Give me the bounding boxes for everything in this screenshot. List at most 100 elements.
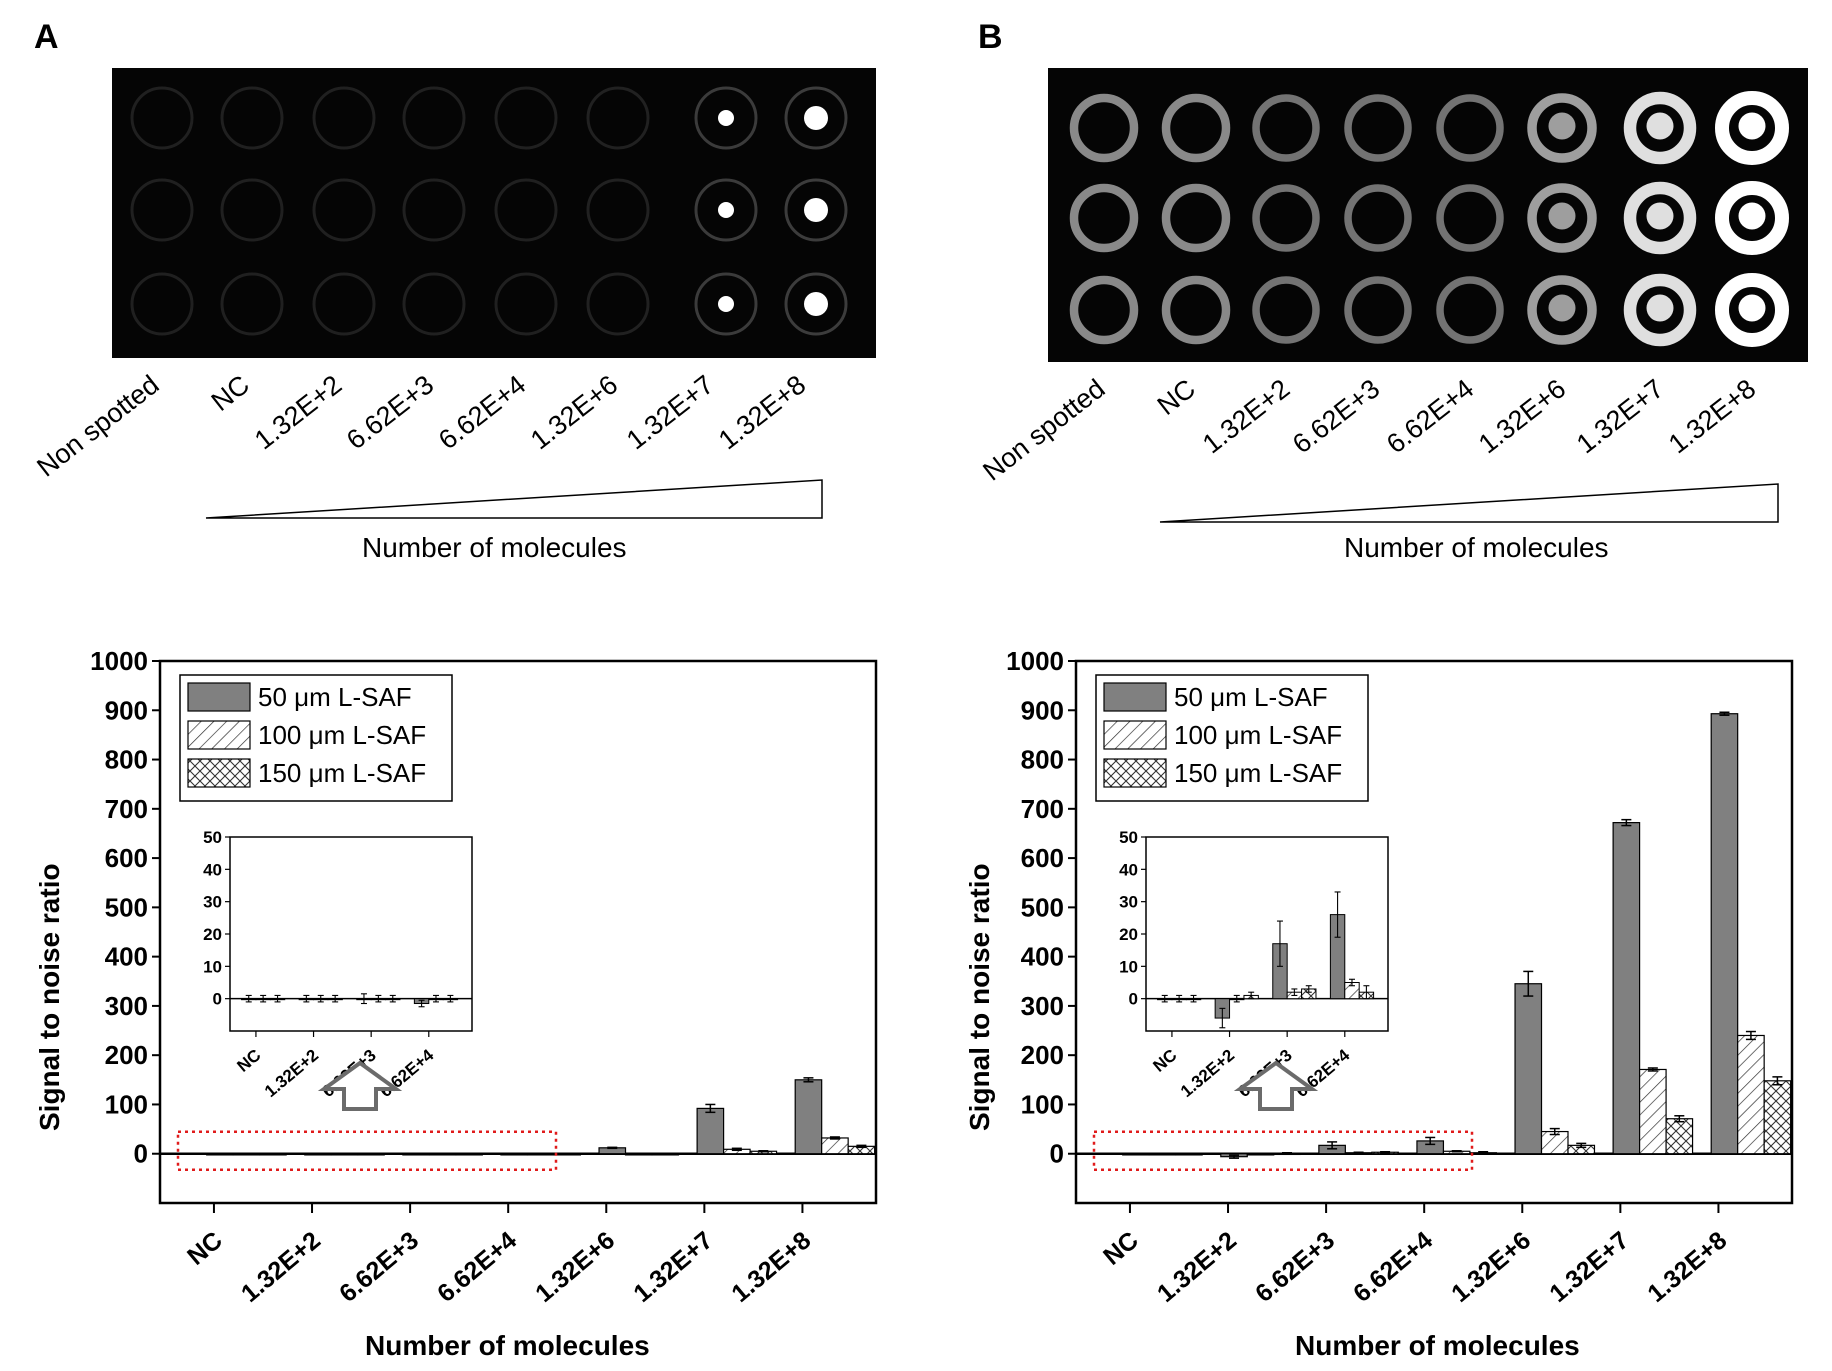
spot-array-b bbox=[1069, 91, 1789, 347]
spot-label: 6.62E+4 bbox=[1380, 373, 1479, 460]
inset-x-tick-label: 1.32E+2 bbox=[261, 1046, 322, 1102]
bar bbox=[1514, 983, 1543, 1155]
spot-core bbox=[1548, 202, 1576, 230]
inset-y-tick-label: 20 bbox=[1119, 925, 1138, 944]
spot-core bbox=[1646, 202, 1674, 230]
bar bbox=[206, 1153, 234, 1156]
bar bbox=[232, 1153, 261, 1156]
x-tick-label: 6.62E+4 bbox=[432, 1226, 522, 1308]
spot-ring bbox=[130, 272, 194, 336]
spot-ring bbox=[130, 178, 194, 242]
inset-y-tick-label: 0 bbox=[213, 990, 222, 1009]
up-arrow-icon bbox=[1233, 1060, 1319, 1111]
spot-label: 1.32E+7 bbox=[620, 369, 719, 456]
spot-core bbox=[1646, 294, 1674, 322]
spot-ring bbox=[1623, 273, 1697, 347]
bar bbox=[1763, 1080, 1792, 1155]
spot-ring bbox=[1069, 93, 1139, 163]
y-tick-label: 700 bbox=[105, 794, 148, 824]
bar bbox=[402, 1153, 430, 1156]
inset-y-tick-label: 0 bbox=[1129, 990, 1138, 1009]
spot-ring bbox=[220, 178, 284, 242]
y-tick-label: 200 bbox=[1021, 1040, 1064, 1070]
bar bbox=[624, 1153, 653, 1156]
bar bbox=[1175, 1153, 1203, 1156]
spot-ring bbox=[784, 272, 848, 336]
spot-ring bbox=[1527, 275, 1597, 345]
plot-frame bbox=[1074, 659, 1794, 1205]
bar bbox=[1148, 1153, 1177, 1156]
spot-ring bbox=[694, 272, 758, 336]
x-axis-label-b: Number of molecules bbox=[1295, 1330, 1580, 1361]
spot-ring bbox=[1623, 181, 1697, 255]
bar bbox=[428, 1153, 457, 1156]
y-tick-label: 900 bbox=[105, 695, 148, 725]
x-tick-label: 1.32E+6 bbox=[530, 1226, 620, 1308]
x-axis-label-a: Number of molecules bbox=[365, 1330, 650, 1361]
spot-ring bbox=[784, 86, 848, 150]
plot-frame bbox=[158, 659, 878, 1205]
x-tick-label: 6.62E+3 bbox=[334, 1226, 424, 1308]
x-tick-label: NC bbox=[1098, 1226, 1144, 1271]
x-tick-label: 6.62E+4 bbox=[1348, 1226, 1438, 1308]
y-tick-label: 600 bbox=[1021, 843, 1064, 873]
inset-y-tick-label: 40 bbox=[203, 860, 222, 879]
y-tick-label: 200 bbox=[105, 1040, 148, 1070]
spot-core bbox=[718, 110, 734, 126]
legend-label: 50 μm L-SAF bbox=[1174, 682, 1328, 712]
spot-ring bbox=[1161, 183, 1231, 253]
gradient-wedge-a bbox=[205, 479, 823, 519]
x-tick-label: 1.32E+2 bbox=[1152, 1226, 1242, 1308]
legend-swatch bbox=[1103, 758, 1167, 788]
y-tick-label: 300 bbox=[105, 991, 148, 1021]
gradient-wedge-b bbox=[1159, 483, 1779, 523]
spot-ring bbox=[1344, 184, 1412, 252]
inset-y-tick-label: 50 bbox=[203, 828, 222, 847]
bar bbox=[357, 1153, 385, 1156]
y-tick-label: 500 bbox=[1021, 892, 1064, 922]
legend-swatch bbox=[1103, 682, 1167, 712]
legend-label: 150 μm L-SAF bbox=[258, 758, 426, 788]
spot-label: 1.32E+8 bbox=[712, 369, 811, 456]
spot-label: 1.32E+2 bbox=[1196, 373, 1295, 460]
legend-label: 100 μm L-SAF bbox=[1174, 720, 1342, 750]
bar bbox=[1122, 1153, 1150, 1156]
panel-letter-b: B bbox=[978, 18, 1003, 56]
spot-ring bbox=[494, 178, 558, 242]
spot-ring bbox=[1161, 93, 1231, 163]
spot-ring bbox=[220, 272, 284, 336]
spot-ring bbox=[312, 86, 376, 150]
spot-ring bbox=[1161, 275, 1231, 345]
spot-ring bbox=[1623, 91, 1697, 165]
spot-ring bbox=[402, 86, 466, 150]
spot-ring bbox=[1715, 181, 1789, 255]
x-tick-label: 1.32E+6 bbox=[1446, 1226, 1536, 1308]
y-tick-label: 800 bbox=[105, 745, 148, 775]
x-tick-label: NC bbox=[182, 1226, 228, 1271]
spot-ring bbox=[1252, 184, 1320, 252]
legend-swatch bbox=[1103, 720, 1167, 750]
inset-x-tick-label: NC bbox=[233, 1046, 264, 1076]
bar bbox=[500, 1153, 529, 1156]
spot-label: 1.32E+6 bbox=[524, 369, 623, 456]
y-tick-label: 500 bbox=[105, 892, 148, 922]
spot-core bbox=[1548, 294, 1576, 322]
spot-core bbox=[718, 296, 734, 312]
spot-ring bbox=[1715, 273, 1789, 347]
spot-ring bbox=[402, 178, 466, 242]
y-tick-label: 1000 bbox=[1006, 646, 1064, 676]
spot-ring bbox=[494, 86, 558, 150]
panel-letter-a: A bbox=[34, 18, 59, 56]
bar bbox=[455, 1153, 483, 1156]
spot-core bbox=[1738, 112, 1766, 140]
inset-x-tick-label: NC bbox=[1149, 1046, 1180, 1076]
y-tick-label: 400 bbox=[1021, 942, 1064, 972]
y-tick-label: 800 bbox=[1021, 745, 1064, 775]
bar bbox=[1737, 1034, 1765, 1155]
legend-label: 100 μm L-SAF bbox=[258, 720, 426, 750]
y-axis-label-a: Signal to noise ratio bbox=[34, 863, 65, 1131]
inset-y-tick-label: 20 bbox=[203, 925, 222, 944]
inset-x-tick-label: 6.62E+4 bbox=[376, 1045, 438, 1101]
gradient-caption-a: Number of molecules bbox=[362, 532, 627, 563]
